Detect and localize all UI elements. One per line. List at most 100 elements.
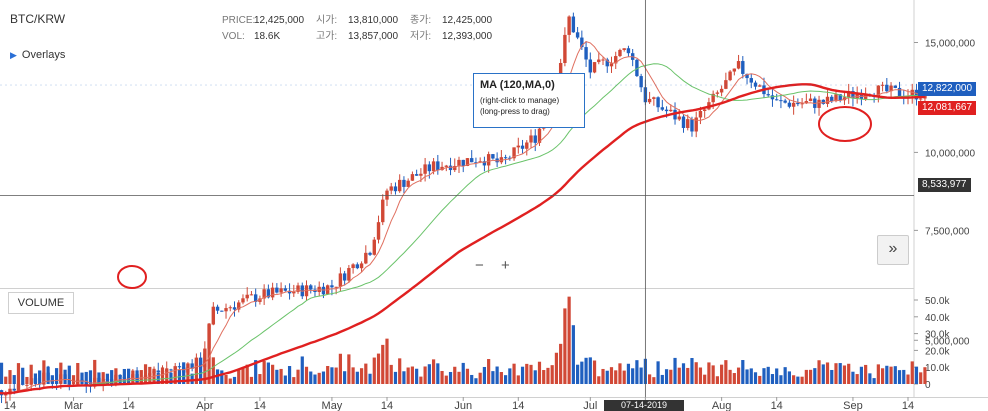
- volume-bar: [512, 363, 516, 384]
- volume-bar: [626, 363, 631, 384]
- candle-body: [482, 161, 487, 166]
- zoom-out-button[interactable]: −: [475, 257, 484, 274]
- ma120-price-tag: 12,081,667: [918, 101, 977, 115]
- volume-bar: [525, 363, 529, 384]
- candle-body: [59, 374, 63, 383]
- vol-value: 18.6K: [254, 31, 281, 42]
- time-tick-label: Jun: [454, 400, 472, 411]
- price-key: PRICE:: [222, 15, 256, 26]
- candle-body: [508, 157, 512, 159]
- candle-body: [16, 383, 21, 391]
- candle-body: [575, 32, 580, 38]
- candle-body: [652, 97, 656, 99]
- candle-body: [698, 110, 703, 118]
- volume-bar: [601, 368, 605, 384]
- volume-bar: [372, 357, 376, 384]
- scroll-forward-button[interactable]: »: [877, 235, 909, 265]
- volume-bar: [703, 374, 707, 384]
- time-tick-label: 14: [771, 400, 783, 411]
- candle-body: [431, 161, 436, 172]
- volume-bar: [656, 361, 660, 384]
- volume-bar: [686, 367, 690, 384]
- volume-bar: [923, 367, 927, 384]
- candle-body: [880, 84, 885, 86]
- volume-tick-label: 40.0k: [925, 313, 950, 324]
- volume-bar: [893, 366, 897, 384]
- volume-bar: [343, 371, 347, 384]
- volume-bar: [76, 362, 80, 384]
- volume-bar: [410, 366, 415, 384]
- volume-bar: [821, 364, 825, 384]
- candle-body: [427, 164, 432, 172]
- volume-bar: [415, 368, 419, 384]
- candle-body: [194, 357, 199, 369]
- volume-bar: [330, 367, 334, 384]
- candle-body: [63, 374, 67, 380]
- ohlc-col-1: PRICE:12,425,000 VOL: 18.6K: [222, 13, 304, 45]
- candle-body: [592, 62, 597, 73]
- volume-bar: [487, 359, 491, 384]
- volume-bar: [847, 363, 851, 384]
- volume-bar: [38, 370, 42, 384]
- candle-body: [618, 49, 622, 57]
- overlays-toggle[interactable]: ▶ Overlays: [10, 49, 65, 61]
- candle-body: [910, 89, 914, 97]
- volume-bar: [834, 363, 838, 384]
- candle-body: [444, 165, 448, 167]
- candle-body: [834, 94, 838, 102]
- volume-bar: [258, 374, 262, 384]
- candle-body: [728, 71, 732, 81]
- candle-body: [724, 80, 728, 89]
- candle-body: [885, 84, 889, 92]
- candle-body: [605, 59, 609, 67]
- volume-bar: [275, 369, 279, 384]
- volume-bar: [21, 367, 25, 384]
- candle-body: [919, 98, 923, 100]
- volume-bar: [622, 370, 626, 384]
- time-tick-label: Apr: [196, 400, 213, 411]
- volume-bar: [605, 370, 609, 384]
- volume-bar: [631, 368, 635, 384]
- zoom-in-button[interactable]: +: [501, 257, 510, 274]
- candle-body: [334, 286, 338, 288]
- candle-body: [584, 47, 588, 60]
- candle-body: [402, 179, 406, 187]
- volume-bar: [563, 308, 567, 384]
- candle-body: [330, 285, 334, 288]
- candle-body: [198, 357, 203, 368]
- candle-body: [84, 381, 88, 386]
- volume-bar: [309, 371, 313, 384]
- candle-body: [406, 180, 410, 187]
- volume-toggle-button[interactable]: VOLUME: [8, 292, 74, 314]
- crosshair-price-tag: 8,533,977: [918, 178, 971, 192]
- candle-body: [321, 286, 326, 295]
- candle-body: [148, 373, 152, 376]
- ma-tooltip[interactable]: MA (120,MA,0) (right-click to manage) (l…: [473, 73, 585, 128]
- plot-area: [0, 0, 914, 397]
- candle-body: [304, 285, 309, 297]
- ma-tooltip-title: MA (120,MA,0): [480, 79, 555, 91]
- volume-bar: [885, 365, 889, 384]
- volume-bar: [787, 371, 791, 384]
- volume-bar: [266, 362, 270, 384]
- volume-bar: [165, 368, 169, 384]
- candle-body: [33, 378, 38, 384]
- volume-bar: [503, 375, 508, 384]
- candle-body: [787, 102, 792, 107]
- candle-body: [122, 376, 127, 379]
- candle-body: [635, 59, 639, 77]
- volume-bar: [800, 376, 804, 384]
- candle-body: [838, 94, 842, 101]
- volume-bar: [648, 374, 652, 384]
- candle-body: [152, 370, 156, 374]
- volume-tick-label: 10.0k: [925, 363, 950, 374]
- candle-body: [800, 103, 804, 105]
- candle-body: [486, 154, 491, 166]
- volume-bar: [711, 365, 715, 384]
- volume-bar: [4, 376, 8, 384]
- volume-bar: [669, 369, 673, 384]
- volume-tick-label: 20.0k: [925, 346, 950, 357]
- candle-body: [249, 294, 254, 296]
- candle-body: [389, 186, 393, 191]
